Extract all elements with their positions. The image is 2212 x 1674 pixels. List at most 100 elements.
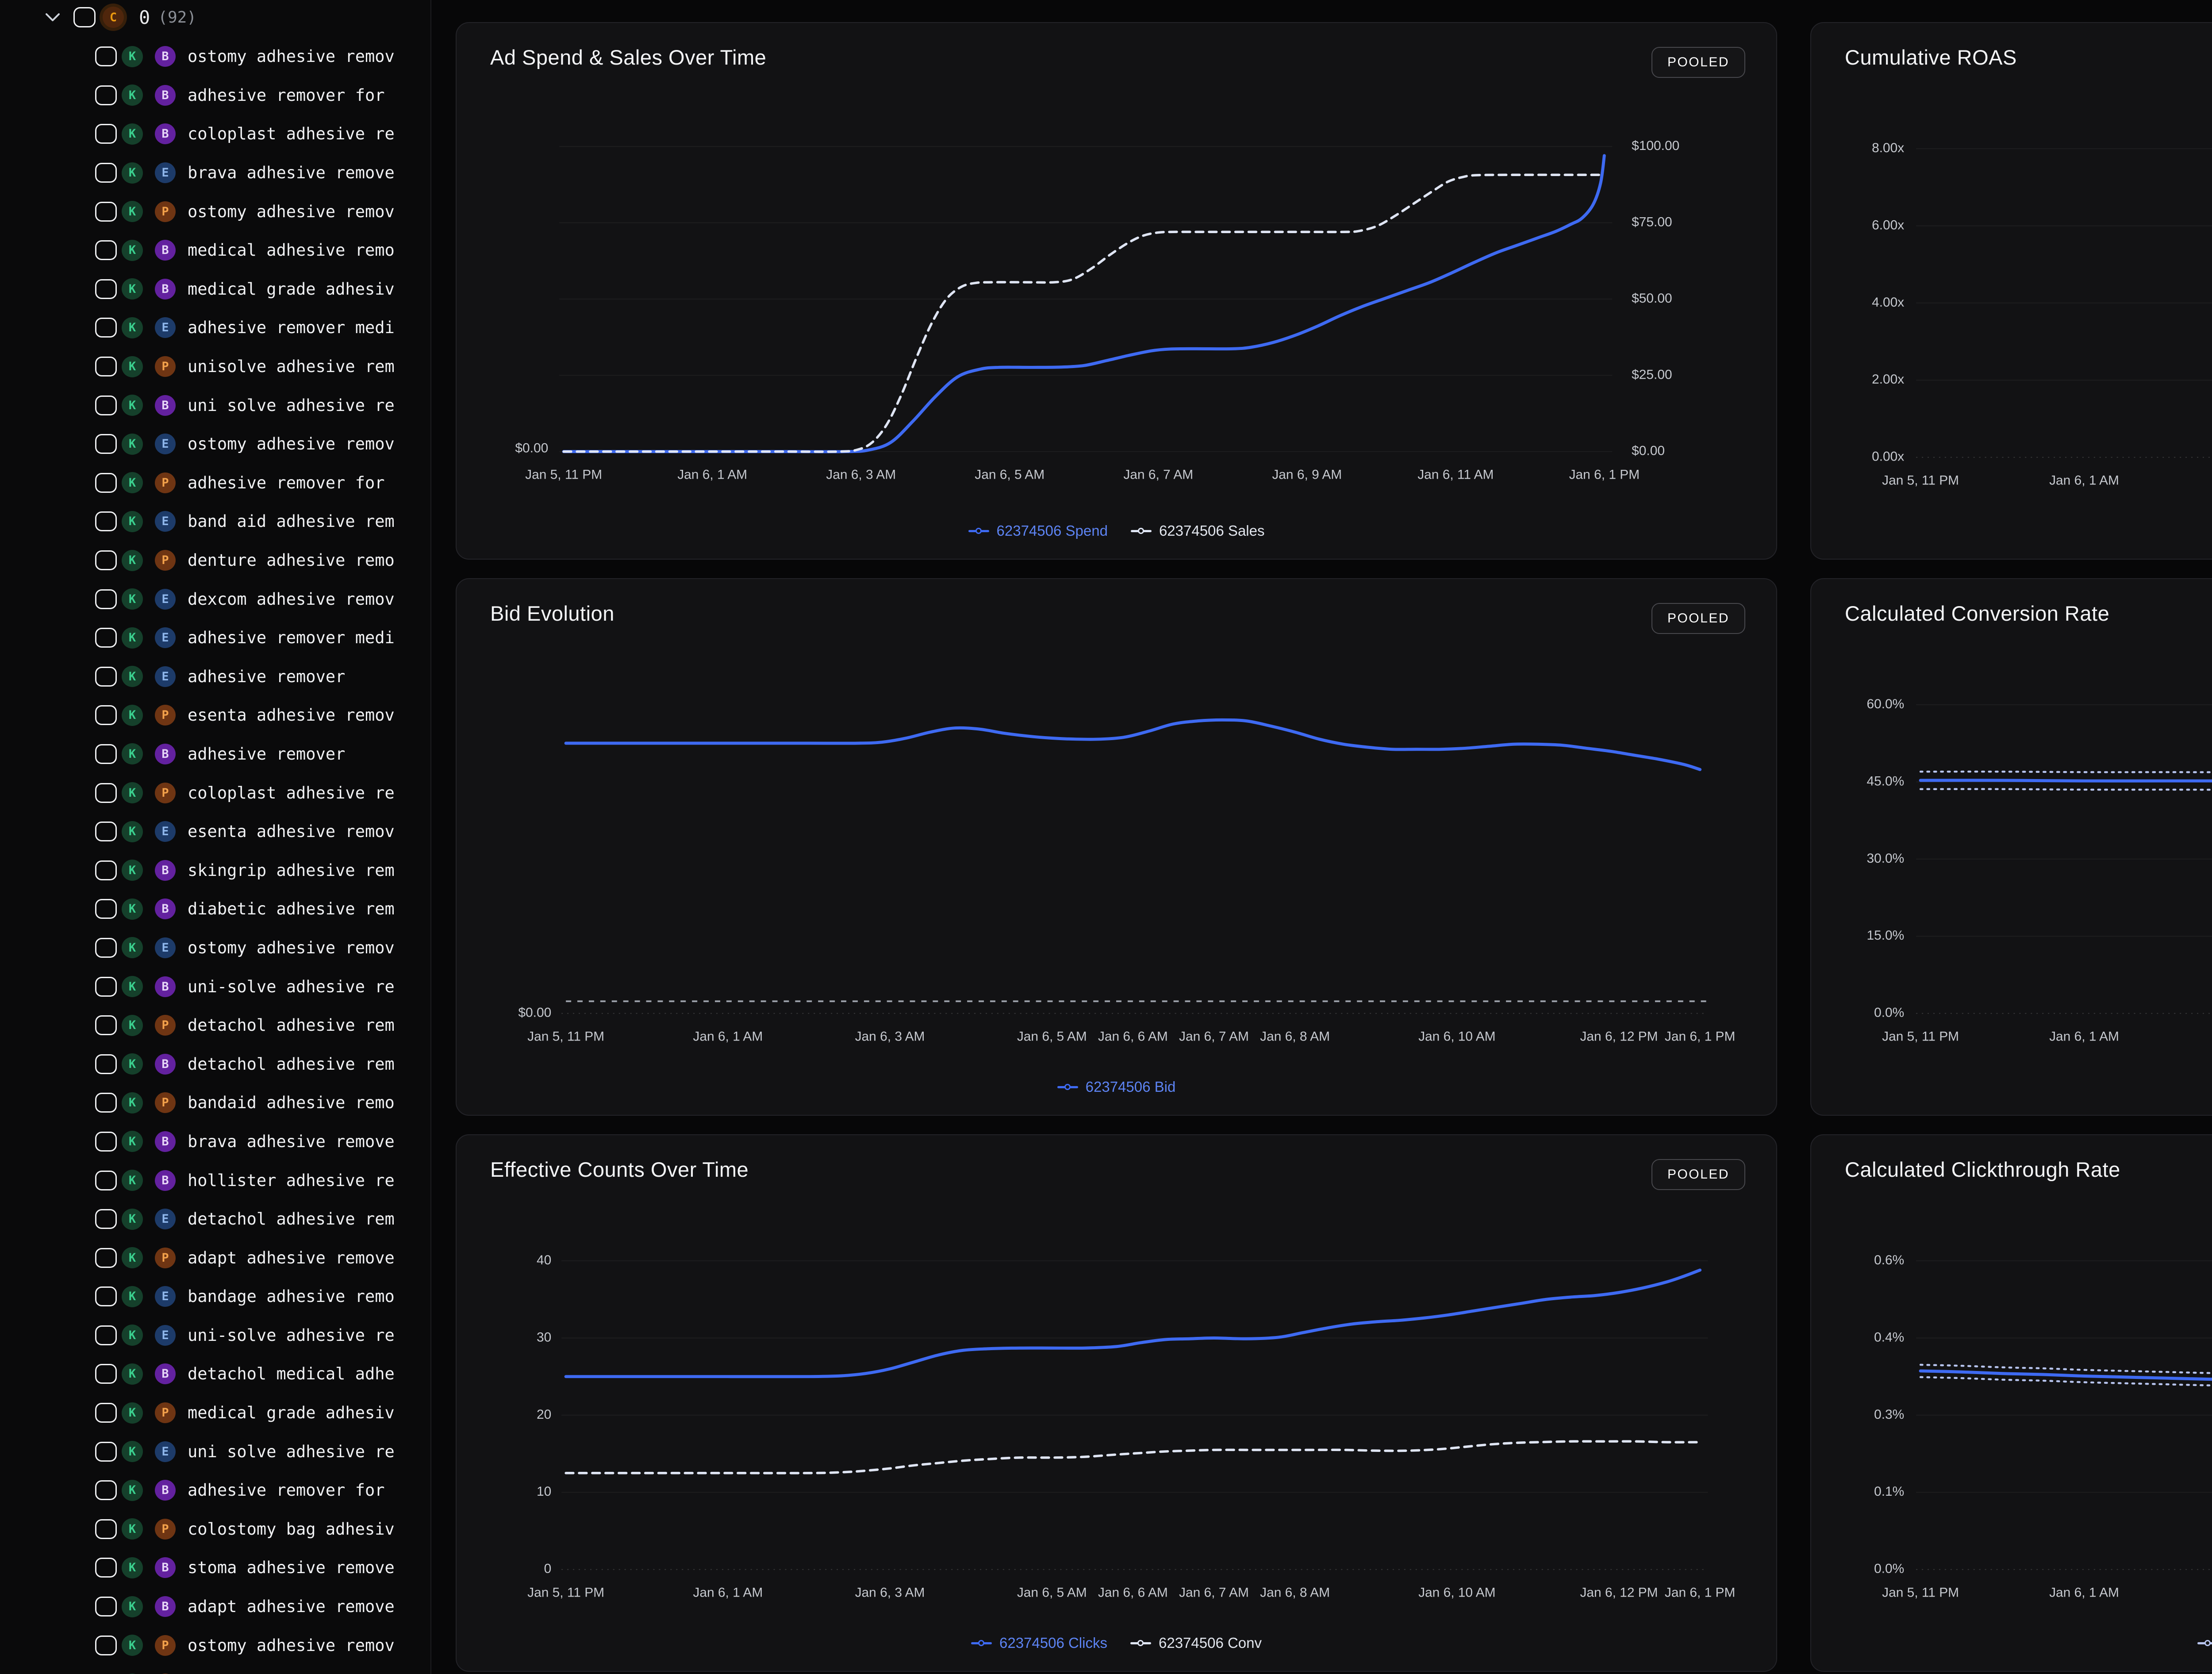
row-checkbox[interactable] bbox=[95, 1170, 117, 1190]
row-checkbox[interactable] bbox=[95, 783, 117, 803]
pooled-badge[interactable]: POOLED bbox=[1651, 47, 1745, 78]
row-checkbox[interactable] bbox=[95, 124, 117, 144]
row-checkbox[interactable] bbox=[95, 1209, 117, 1229]
keyword-type-badge-K: K bbox=[122, 549, 143, 571]
legend-item[interactable]: 62374506 Clicks bbox=[971, 1635, 1107, 1651]
list-item[interactable]: KP bbox=[0, 1665, 430, 1674]
chevron-down-icon[interactable] bbox=[44, 9, 61, 26]
row-checkbox[interactable] bbox=[95, 1131, 117, 1152]
row-checkbox[interactable] bbox=[95, 1286, 117, 1307]
row-checkbox[interactable] bbox=[95, 434, 117, 454]
row-checkbox[interactable] bbox=[95, 1441, 117, 1462]
row-checkbox[interactable] bbox=[95, 1480, 117, 1501]
row-checkbox[interactable] bbox=[95, 1597, 117, 1617]
legend-item[interactable]: 62374506 Upper CI bbox=[2197, 1635, 2212, 1651]
row-checkbox[interactable] bbox=[95, 279, 117, 299]
row-checkbox[interactable] bbox=[95, 1519, 117, 1539]
row-checkbox[interactable] bbox=[95, 46, 117, 67]
legend-item[interactable]: 62374506 Conv bbox=[1130, 1635, 1262, 1651]
row-checkbox[interactable] bbox=[95, 357, 117, 377]
row-checkbox[interactable] bbox=[95, 318, 117, 338]
row-checkbox[interactable] bbox=[95, 976, 117, 997]
row-checkbox[interactable] bbox=[95, 589, 117, 609]
row-checkbox[interactable] bbox=[95, 666, 117, 687]
row-checkbox[interactable] bbox=[95, 860, 117, 880]
row-checkbox[interactable] bbox=[95, 1403, 117, 1423]
row-checkbox[interactable] bbox=[95, 628, 117, 648]
row-checkbox[interactable] bbox=[95, 1015, 117, 1036]
legend-item[interactable]: 62374506 Bid bbox=[1057, 1079, 1175, 1095]
row-checkbox[interactable] bbox=[95, 1364, 117, 1384]
row-checkbox[interactable] bbox=[95, 1325, 117, 1345]
row-checkbox[interactable] bbox=[95, 472, 117, 493]
row-checkbox[interactable] bbox=[95, 937, 117, 958]
row-checkbox[interactable] bbox=[95, 163, 117, 183]
row-checkbox[interactable] bbox=[95, 395, 117, 415]
row-checkbox[interactable] bbox=[95, 1558, 117, 1578]
pooled-badge[interactable]: POOLED bbox=[1651, 603, 1745, 634]
legend-item[interactable]: 62374506 Spend bbox=[968, 522, 1108, 539]
row-checkbox[interactable] bbox=[95, 822, 117, 842]
row-checkbox[interactable] bbox=[95, 705, 117, 726]
row-checkbox[interactable] bbox=[95, 744, 117, 764]
row-checkbox[interactable] bbox=[95, 1054, 117, 1074]
row-checkbox[interactable] bbox=[95, 240, 117, 261]
legend-item[interactable]: 62374506 Sales bbox=[1130, 522, 1264, 539]
row-checkbox[interactable] bbox=[95, 511, 117, 532]
row-checkbox[interactable] bbox=[95, 1635, 117, 1655]
row-checkbox[interactable] bbox=[95, 1248, 117, 1268]
group-checkbox[interactable] bbox=[73, 7, 96, 27]
row-checkbox[interactable] bbox=[95, 899, 117, 919]
pooled-badge[interactable]: POOLED bbox=[1651, 1159, 1745, 1190]
row-checkbox[interactable] bbox=[95, 1093, 117, 1113]
row-checkbox[interactable] bbox=[95, 550, 117, 571]
group-header[interactable]: C 0 (92) bbox=[0, 0, 430, 35]
row-checkbox[interactable] bbox=[95, 85, 117, 105]
row-checkbox[interactable] bbox=[95, 201, 117, 222]
